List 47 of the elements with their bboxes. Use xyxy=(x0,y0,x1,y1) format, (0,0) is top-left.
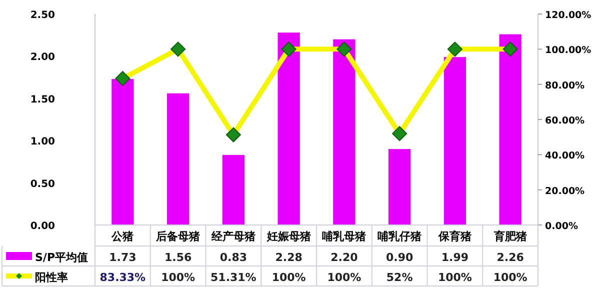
data-label: 100% xyxy=(327,271,362,284)
y2-tick-label: 40.00% xyxy=(545,150,586,162)
y-tick-label: 1.50 xyxy=(30,94,56,106)
bar xyxy=(166,93,190,225)
data-label: 0.90 xyxy=(386,251,414,264)
y-tick-label: 0.00 xyxy=(30,221,56,232)
legend-label: S/P平均值 xyxy=(35,251,88,264)
x-tick-label: 哺乳母猪 xyxy=(322,230,366,243)
y2-tick-label: 20.00% xyxy=(545,186,586,197)
data-label: 100% xyxy=(272,271,306,284)
y2-tick-label: 0.00% xyxy=(545,221,578,232)
data-label: 2.26 xyxy=(496,251,524,264)
x-tick-label: 公猪 xyxy=(110,230,134,243)
data-label: 100% xyxy=(493,271,528,284)
x-tick-label: 哺乳仔猪 xyxy=(378,230,422,243)
x-tick-label: 妊娠母猪 xyxy=(266,230,311,243)
x-tick-label: 后备母猪 xyxy=(155,230,200,243)
y-tick-label: 0.50 xyxy=(30,178,56,190)
data-label: 83.33% xyxy=(100,271,146,284)
data-label: 1.73 xyxy=(109,251,136,264)
x-tick-label: 保育猪 xyxy=(437,230,472,243)
y2-tick-label: 100.00% xyxy=(545,45,592,56)
bar xyxy=(333,39,356,225)
data-label: 1.56 xyxy=(164,251,192,264)
y2-tick-label: 60.00% xyxy=(545,116,586,126)
x-tick-label: 经产母猪 xyxy=(210,230,256,243)
data-label: 2.20 xyxy=(330,251,358,264)
bar xyxy=(222,154,245,225)
data-label: 2.28 xyxy=(275,251,302,264)
y2-tick-label: 80.00% xyxy=(545,80,586,92)
bar xyxy=(499,34,522,225)
y-tick-label: 2.50 xyxy=(30,10,56,21)
bar xyxy=(278,32,300,225)
data-label: 100% xyxy=(438,271,472,284)
y2-tick-label: 120.00% xyxy=(545,10,592,21)
x-tick-label: 育肥猪 xyxy=(492,230,527,243)
data-label: 1.99 xyxy=(441,251,469,264)
data-label: 0.83 xyxy=(220,251,248,264)
legend-label: 阳性率 xyxy=(35,271,68,284)
bar xyxy=(388,149,411,225)
y-tick-label: 2.00 xyxy=(30,52,56,64)
data-label: 51.31% xyxy=(210,271,256,284)
data-label: 100% xyxy=(161,271,196,284)
data-label: 52% xyxy=(386,271,413,284)
y-tick-label: 1.00 xyxy=(30,136,56,148)
bar xyxy=(112,78,134,225)
bar xyxy=(444,57,466,225)
